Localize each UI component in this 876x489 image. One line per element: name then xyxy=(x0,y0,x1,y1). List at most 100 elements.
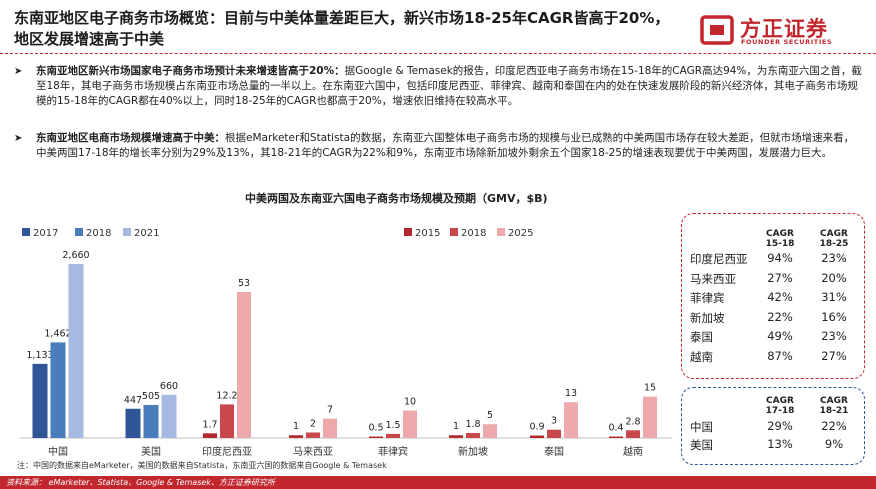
cagr-sea-row-cagr-1: 94% xyxy=(767,251,793,265)
bar xyxy=(306,432,320,438)
cagr-sea-row-country: 新加坡 xyxy=(690,310,725,325)
data-label: 3 xyxy=(551,416,557,427)
bar xyxy=(50,342,66,438)
cagr-sea-header-1: CAGR 15-18 xyxy=(765,229,795,249)
logo-text-cn: 方正证券 xyxy=(740,17,828,41)
cagr-sea-row-cagr-1: 87% xyxy=(767,348,793,363)
cagr-cnus-row-cagr-2: 9% xyxy=(824,437,844,451)
bar xyxy=(32,363,48,438)
legend-label: 2018 xyxy=(86,228,111,239)
data-label: 0.4 xyxy=(608,423,623,434)
cagr-sea-box xyxy=(681,213,865,379)
category-label: 新加坡 xyxy=(458,445,488,458)
cagr-sea-row-cagr-1: 27% xyxy=(767,270,793,285)
bar xyxy=(125,408,141,438)
bar xyxy=(626,430,640,438)
data-label: 1,133 xyxy=(26,350,53,361)
data-label: 1.5 xyxy=(385,420,400,431)
data-label: 7 xyxy=(327,405,333,416)
bar xyxy=(403,410,417,438)
bar xyxy=(289,435,303,438)
bar xyxy=(449,435,463,438)
data-label: 0.5 xyxy=(368,423,383,434)
legend-swatch xyxy=(22,228,30,236)
bar xyxy=(237,292,251,438)
cagr-cnus-row-cagr-1: 13% xyxy=(767,437,793,451)
cagr-sea-row-cagr-2: 23% xyxy=(821,329,847,343)
bullet-body: 根据eMarketer和Statista的数据，东南亚六国整体电子商务市场的规模… xyxy=(36,132,855,159)
legend-swatch xyxy=(450,228,458,236)
bar xyxy=(143,404,159,438)
data-label: 13 xyxy=(565,388,577,399)
category-label: 菲律宾 xyxy=(378,445,408,458)
chart-title: 中美两国及东南亚六国电子商务市场规模及预期（GMV，$B) xyxy=(245,192,548,205)
legend-label: 2025 xyxy=(508,228,533,239)
category-label: 泰国 xyxy=(544,445,564,458)
bar xyxy=(220,404,234,438)
data-label: 0.9 xyxy=(529,422,544,433)
page-title: 东南亚地区电子商务市场概览：目前与中美体量差距巨大，新兴市场18-25年CAGR… xyxy=(14,9,670,48)
bar xyxy=(68,264,84,438)
cagr-cnus-row-cagr-2: 22% xyxy=(821,419,847,433)
bullet-body: 据Google & Temasek的报告，印度尼西亚电子商务市场在15-18年的… xyxy=(36,65,862,107)
cagr-sea-row-cagr-2: 31% xyxy=(821,290,847,304)
data-label: 1 xyxy=(453,421,459,432)
legend-label: 2021 xyxy=(134,228,159,239)
data-label: 2.8 xyxy=(625,416,640,427)
cagr-sea-row-cagr-2: 16% xyxy=(821,309,847,324)
cagr-sea-row-country: 泰国 xyxy=(690,330,713,344)
bar xyxy=(483,424,497,438)
bar xyxy=(203,433,217,438)
bar xyxy=(369,436,383,438)
legend-swatch xyxy=(404,228,412,236)
cagr-sea-row-country: 印度尼西亚 xyxy=(690,252,748,266)
bar xyxy=(609,436,623,438)
category-label: 越南 xyxy=(623,445,643,458)
cagr-sea-row-cagr-1: 49% xyxy=(767,329,793,343)
data-label: 660 xyxy=(160,381,178,392)
cagr-sea-row-cagr-1: 22% xyxy=(767,309,793,324)
source-citation: 资料来源： eMarketer、Statista、Google & Temase… xyxy=(6,478,275,487)
legend-swatch xyxy=(75,228,83,236)
data-label: 1,462 xyxy=(44,328,71,339)
data-label: 2,660 xyxy=(62,250,89,261)
category-label: 印度尼西亚 xyxy=(202,445,252,458)
company-logo: 方正证券 FOUNDER SECURITIES xyxy=(700,12,870,50)
cagr-cn-us-box xyxy=(681,387,865,465)
cagr-sea-row-country: 马来西亚 xyxy=(690,271,736,286)
bar xyxy=(643,396,657,438)
cagr-cnus-header-1: CAGR 17-18 xyxy=(765,396,795,416)
data-label: 2 xyxy=(310,418,316,429)
data-label: 10 xyxy=(404,396,416,407)
data-label: 1.7 xyxy=(202,419,217,430)
legend-swatch xyxy=(123,228,131,236)
data-label: 1.8 xyxy=(465,419,480,430)
category-label: 中国 xyxy=(48,445,68,458)
bullet-heading: 东南亚地区电商市场规模增速高于中美： xyxy=(36,132,225,144)
footer-bar xyxy=(0,476,876,489)
bar xyxy=(161,394,177,438)
bar xyxy=(564,402,578,438)
bar xyxy=(466,433,480,438)
data-label: 1 xyxy=(293,421,299,432)
legend-label: 2017 xyxy=(33,228,58,239)
bar xyxy=(547,429,561,438)
data-label: 15 xyxy=(644,383,656,394)
legend-label: 2015 xyxy=(415,228,440,239)
category-label: 美国 xyxy=(141,445,161,458)
cagr-sea-row-cagr-2: 20% xyxy=(821,270,847,285)
data-label: 12.2 xyxy=(216,390,237,401)
cagr-sea-row-cagr-2: 23% xyxy=(821,251,847,265)
logo-text-en: FOUNDER SECURITIES xyxy=(741,38,833,46)
bullet-arrow-icon: ➤ xyxy=(14,133,23,144)
cagr-sea-row-cagr-2: 27% xyxy=(821,348,847,363)
bullet-point-2: ➤ 东南亚地区电商市场规模增速高于中美：根据eMarketer和Statista… xyxy=(14,131,864,161)
data-label: 5 xyxy=(487,410,493,421)
cagr-cnus-header-2: CAGR 18-21 xyxy=(819,396,849,416)
cagr-sea-row-country: 菲律宾 xyxy=(690,291,725,305)
data-label: 505 xyxy=(142,391,160,402)
legend-label: 2018 xyxy=(461,228,486,239)
logo-mark-icon xyxy=(700,15,734,45)
cagr-cnus-row-country: 美国 xyxy=(690,438,713,452)
